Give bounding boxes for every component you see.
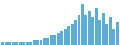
Bar [29,42,32,45]
Bar [19,42,22,45]
Bar [57,33,60,45]
Bar [102,13,105,45]
Bar [39,40,42,45]
Bar [109,17,112,45]
Bar [5,42,8,45]
Bar [116,22,119,45]
Bar [71,24,74,45]
Bar [22,42,25,45]
Bar [95,8,98,45]
Bar [64,29,67,45]
Bar [8,42,11,45]
Bar [74,20,77,45]
Bar [1,42,4,45]
Bar [12,42,15,45]
Bar [60,31,63,45]
Bar [33,40,36,45]
Bar [53,35,56,45]
Bar [105,24,108,45]
Bar [46,38,49,45]
Bar [50,35,53,45]
Bar [91,17,94,45]
Bar [26,42,29,45]
Bar [67,26,70,45]
Bar [15,42,18,45]
Bar [81,4,84,45]
Bar [98,20,101,45]
Bar [88,11,91,45]
Bar [112,29,115,45]
Bar [36,40,39,45]
Bar [78,15,81,45]
Bar [43,38,46,45]
Bar [84,15,87,45]
